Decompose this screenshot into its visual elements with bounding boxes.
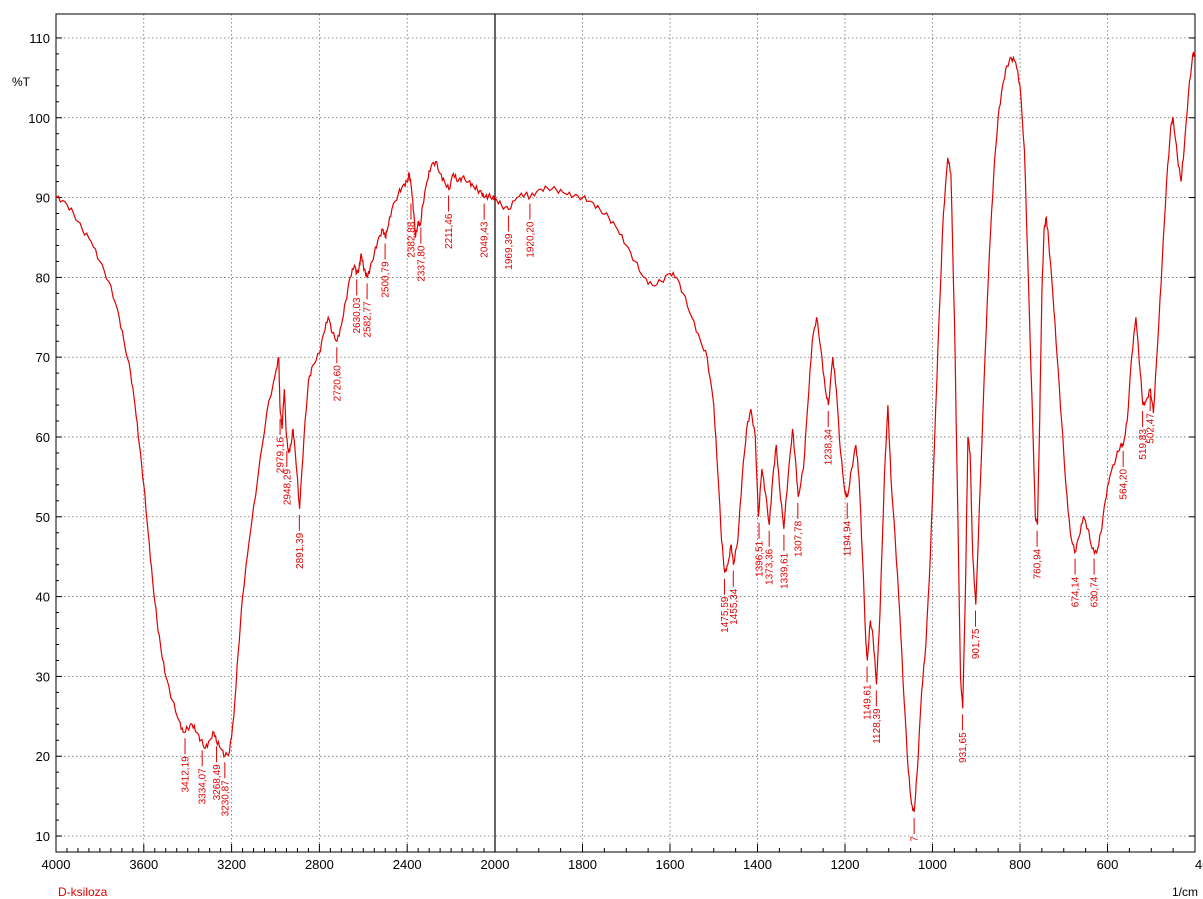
peak-label: 2500,79	[381, 261, 392, 298]
y-tick-label: 40	[36, 590, 50, 605]
x-tick-label: 1200	[831, 857, 860, 872]
peak-label: 7	[910, 836, 921, 842]
sample-name-label: D-ksiloza	[58, 885, 108, 899]
peak-label: 2049,43	[480, 221, 491, 258]
y-tick-label: 80	[36, 270, 50, 285]
x-tick-label: 1600	[656, 857, 685, 872]
peak-label: 901,75	[971, 628, 982, 659]
x-axis-label: 1/cm	[1172, 885, 1198, 899]
x-tick-label: 1400	[743, 857, 772, 872]
peak-label: 1307,78	[793, 520, 804, 557]
peak-label: 1194,94	[843, 520, 854, 556]
x-tick-label: 2800	[305, 857, 334, 872]
peak-label: 2211,46	[444, 213, 455, 249]
x-tick-label: 4000	[42, 857, 71, 872]
peak-label: 1920,20	[525, 221, 536, 258]
y-tick-label: 60	[36, 430, 50, 445]
x-tick-label: 3600	[129, 857, 158, 872]
y-axis-label: %T	[12, 75, 31, 89]
peak-label: 1128,39	[872, 708, 883, 744]
grid-layer	[56, 14, 1195, 852]
peak-label: 674,14	[1071, 576, 1082, 607]
y-tick-label: 100	[28, 111, 50, 126]
peak-label: 2979,16	[276, 437, 287, 474]
peak-label: 1339,61	[779, 552, 790, 589]
peak-label: 564,20	[1119, 469, 1130, 500]
peak-label: 3268,49	[212, 764, 223, 801]
x-tick-label: 1800	[568, 857, 597, 872]
peak-label: 1149,61	[863, 684, 874, 720]
x-tick-label: 400	[1195, 857, 1203, 872]
peak-label: 2582,77	[363, 301, 374, 338]
y-tick-label: 30	[36, 669, 50, 684]
peak-label: 2630,03	[352, 297, 363, 334]
y-tick-label: 10	[36, 829, 50, 844]
x-tick-label: 1000	[918, 857, 947, 872]
peak-label: 1969,39	[504, 233, 515, 270]
y-tick-label: 50	[36, 510, 50, 525]
y-tick-label: 70	[36, 350, 50, 365]
peak-label: 2382,88	[406, 221, 417, 258]
spectrum-line	[55, 51, 1196, 813]
x-tick-label: 800	[1009, 857, 1031, 872]
tick-layer: 10 20 30 40 50 60 70 80 90 100 110 4000 3600 3200 2800…	[28, 31, 1203, 872]
peak-label: 2720,60	[332, 365, 343, 402]
peak-label: 1238,34	[824, 429, 835, 466]
peak-label: 3230,87	[220, 780, 231, 817]
x-tick-label: 2000	[481, 857, 510, 872]
series-layer	[55, 51, 1196, 813]
peak-label: 2337,80	[416, 245, 427, 282]
peak-label: 2948,29	[282, 469, 293, 506]
peak-label: 630,74	[1090, 576, 1101, 607]
x-tick-label: 3200	[217, 857, 246, 872]
peak-label: 3412,19	[181, 756, 192, 793]
peak-label: 3334,07	[198, 768, 209, 805]
peak-label: 760,94	[1033, 548, 1044, 579]
peak-label: 1373,36	[765, 548, 776, 585]
peak-label: 1455,34	[729, 588, 740, 625]
peak-label: 931,65	[958, 732, 969, 763]
y-tick-label: 90	[36, 191, 50, 206]
y-tick-label: 20	[36, 749, 50, 764]
peak-label: 1396,51	[755, 540, 766, 577]
x-tick-label: 2400	[393, 857, 422, 872]
x-tick-label: 600	[1097, 857, 1119, 872]
peak-label: 502,47	[1146, 413, 1157, 444]
y-tick-label: 110	[29, 31, 50, 46]
plot-frame	[55, 13, 1196, 853]
peak-label: 1475,59	[720, 596, 731, 633]
peak-label: 519,83	[1138, 429, 1149, 460]
peak-label: 2891,39	[295, 532, 306, 569]
